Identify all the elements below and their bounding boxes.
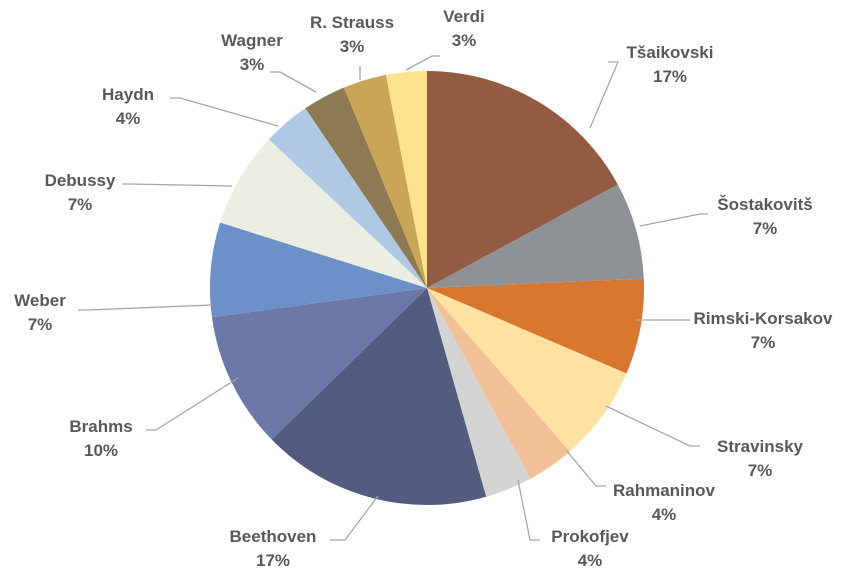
slice-labels: Tšaikovski 17% Šostakovitš 7% Rimski-Korsako… — [14, 7, 833, 570]
pie-slice-debussy — [220, 139, 427, 288]
leader-line — [605, 405, 700, 447]
slice-percent-label: 7% — [28, 315, 53, 334]
pie-slice-prokofjev — [427, 288, 531, 497]
pie-slice-r-strauss — [343, 74, 427, 288]
pie-slice-t-aikovski — [427, 71, 618, 288]
leader-line — [639, 213, 708, 227]
slice-name-label: Weber — [14, 291, 66, 310]
leader-line — [122, 183, 233, 187]
slice-name-label: Rimski-Korsakov — [694, 309, 833, 328]
slice-name-label: Verdi — [443, 7, 485, 26]
slice-percent-label: 7% — [748, 461, 773, 480]
leader-line — [78, 304, 213, 311]
slice-name-label: Brahms — [69, 417, 132, 436]
leader-line — [270, 71, 317, 93]
slice-percent-label: 4% — [652, 505, 677, 524]
slice-name-label: Debussy — [45, 171, 116, 190]
slice-name-label: Prokofjev — [551, 527, 629, 546]
slice-name-label: Haydn — [102, 85, 154, 104]
slice-name-label: Stravinsky — [717, 437, 804, 456]
pie-slice-stravinsky — [427, 288, 627, 452]
slice-name-label: Wagner — [221, 31, 283, 50]
pie-slice-wagner — [305, 87, 427, 289]
pie-slices — [209, 71, 645, 505]
leader-line — [330, 495, 379, 541]
leader-line — [170, 97, 279, 127]
pie-slice--ostakovit- — [427, 184, 644, 288]
slice-name-label: Tšaikovski — [627, 43, 714, 62]
slice-percent-label: 3% — [340, 37, 365, 56]
leader-line — [405, 55, 440, 71]
leader-line — [589, 61, 619, 129]
leader-lines — [78, 55, 708, 541]
slice-percent-label: 3% — [240, 55, 265, 74]
leader-line — [146, 377, 239, 431]
leader-line — [565, 449, 606, 487]
slice-percent-label: 7% — [68, 195, 93, 214]
pie-slice-rimski-korsakov — [427, 278, 645, 374]
slice-percent-label: 3% — [452, 31, 477, 50]
slice-percent-label: 17% — [256, 551, 290, 570]
slice-percent-label: 10% — [84, 441, 118, 460]
slice-name-label: Šostakovitš — [717, 195, 812, 214]
pie-slice-brahms — [211, 288, 427, 440]
slice-name-label: R. Strauss — [310, 13, 394, 32]
leader-line — [517, 479, 540, 541]
pie-slice-weber — [209, 222, 427, 318]
slice-percent-label: 4% — [578, 551, 603, 570]
slice-name-label: Beethoven — [230, 527, 317, 546]
slice-percent-label: 4% — [116, 109, 141, 128]
pie-slice-rahmaninov — [427, 288, 570, 479]
slice-name-label: Rahmaninov — [613, 481, 716, 500]
slice-percent-label: 17% — [653, 67, 687, 86]
pie-slice-haydn — [268, 108, 427, 288]
pie-slice-verdi — [385, 71, 427, 288]
pie-slice-beethoven — [271, 288, 487, 505]
slice-percent-label: 7% — [753, 219, 778, 238]
slice-percent-label: 7% — [751, 333, 776, 352]
